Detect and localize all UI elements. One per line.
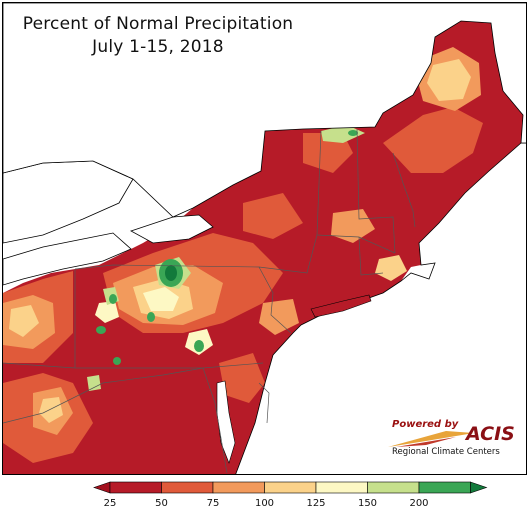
legend-bin-4 <box>315 481 368 494</box>
legend-bin-1 <box>161 481 214 494</box>
legend-colorbar <box>93 481 488 494</box>
legend-tick-label: 100 <box>254 498 275 509</box>
legend-tick-label: 150 <box>357 498 378 509</box>
acis-subtitle: Regional Climate Centers <box>392 447 500 457</box>
legend-tick-label: 75 <box>206 498 220 509</box>
above-normal-zones <box>95 287 213 355</box>
great-lakes <box>3 160 214 286</box>
map-date-range: July 1-15, 2018 <box>92 37 224 57</box>
long-island <box>310 294 372 318</box>
legend-tick-label: 25 <box>103 498 117 509</box>
acis-swoosh-icon <box>388 431 474 447</box>
legend-over-arrow <box>470 481 488 494</box>
legend-under-arrow <box>93 481 111 494</box>
legend-tick-label: 200 <box>409 498 429 509</box>
acis-name: ACIS <box>466 423 515 445</box>
map-canvas <box>3 3 526 474</box>
legend-bin-3 <box>264 481 317 494</box>
legend-bin-0 <box>109 481 162 494</box>
precipitation-map: Percent of Normal Precipitation July 1-1… <box>2 2 527 475</box>
legend-tick-label: 125 <box>306 498 326 509</box>
acis-logo: Powered by ACIS Regional Climate Centers <box>386 417 521 461</box>
land-base <box>3 21 523 474</box>
legend-bin-5 <box>367 481 420 494</box>
legend-bin-2 <box>212 481 265 494</box>
acis-powered-by: Powered by <box>392 419 459 430</box>
state-boundaries <box>3 128 416 474</box>
canada-region <box>3 3 526 218</box>
legend-bin-6 <box>418 481 471 494</box>
atlantic-ocean <box>235 142 526 474</box>
near-normal-zones <box>9 59 471 423</box>
map-title: Percent of Normal Precipitation <box>22 14 294 34</box>
extreme-wet-core <box>165 265 177 281</box>
legend-tick-label: 50 <box>155 498 168 509</box>
